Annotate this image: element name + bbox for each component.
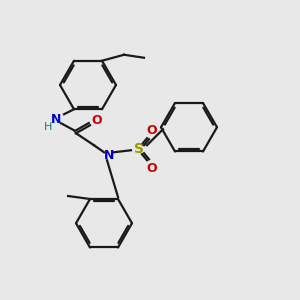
Text: H: H xyxy=(44,122,52,132)
Text: N: N xyxy=(104,149,114,162)
Text: O: O xyxy=(92,114,102,127)
Text: O: O xyxy=(147,162,157,175)
Text: O: O xyxy=(147,124,157,137)
Text: S: S xyxy=(134,142,144,156)
Text: N: N xyxy=(51,113,61,126)
